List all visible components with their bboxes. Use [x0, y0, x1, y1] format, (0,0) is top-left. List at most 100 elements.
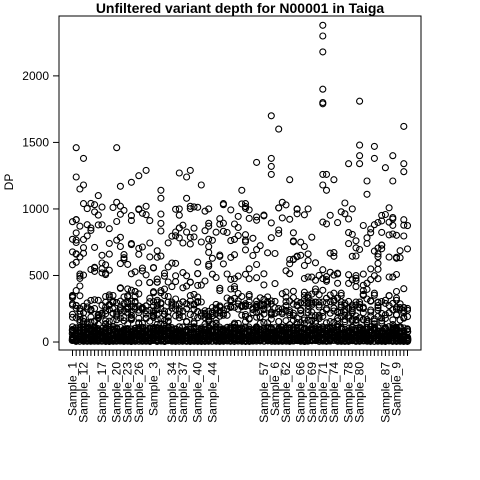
data-point	[370, 291, 378, 299]
data-point	[208, 312, 216, 320]
data-point	[153, 275, 161, 283]
data-point	[389, 221, 397, 229]
data-point	[300, 291, 308, 300]
data-point	[304, 327, 312, 335]
x-tick-label: Sample_71	[316, 362, 330, 423]
data-point	[348, 305, 356, 313]
data-point	[79, 235, 88, 244]
data-point	[389, 177, 397, 185]
data-point	[374, 253, 382, 261]
data-point	[186, 233, 194, 241]
data-point	[260, 310, 268, 318]
data-point	[135, 205, 143, 213]
data-point	[381, 164, 389, 172]
data-point	[183, 318, 191, 326]
data-point	[197, 238, 205, 246]
data-point	[345, 240, 353, 248]
data-point	[172, 305, 180, 313]
x-tick-label: Sample_12	[77, 362, 91, 423]
data-point	[157, 315, 165, 323]
data-point	[135, 279, 143, 287]
data-point	[183, 282, 191, 290]
data-point	[282, 317, 290, 325]
data-point	[205, 205, 213, 213]
data-point	[267, 311, 275, 319]
data-point	[164, 308, 172, 316]
data-point	[370, 315, 378, 323]
data-point	[116, 233, 124, 241]
data-point	[94, 221, 102, 229]
data-point	[370, 221, 378, 229]
data-point	[68, 310, 77, 318]
data-point	[120, 336, 128, 344]
data-point	[381, 311, 389, 319]
data-point	[297, 238, 305, 246]
data-point	[164, 317, 172, 325]
data-point	[94, 192, 102, 200]
data-point	[282, 288, 290, 296]
data-point	[352, 318, 360, 327]
data-point	[149, 309, 158, 317]
data-point	[330, 252, 338, 260]
data-point	[216, 251, 224, 259]
data-point	[190, 203, 198, 211]
x-tick-label: Sample_26	[132, 362, 146, 423]
data-point	[146, 278, 154, 287]
data-point	[94, 296, 102, 304]
data-point	[275, 204, 283, 212]
data-point	[337, 291, 345, 300]
data-point	[146, 298, 154, 306]
data-point	[241, 200, 250, 208]
data-point	[234, 297, 242, 305]
data-point	[345, 271, 353, 279]
data-point	[227, 303, 235, 311]
data-point	[91, 267, 99, 275]
data-point	[113, 312, 121, 320]
data-point	[293, 314, 301, 322]
data-point	[289, 316, 297, 324]
data-point	[157, 252, 165, 260]
data-point	[315, 291, 323, 299]
data-point	[219, 309, 227, 318]
data-point	[319, 312, 327, 320]
y-tick-label: 0	[42, 335, 49, 349]
data-point	[219, 200, 227, 208]
data-point	[374, 275, 382, 283]
chart-title: Unfiltered variant depth for N00001 in T…	[96, 0, 385, 16]
x-tick-label: Sample_80	[353, 362, 367, 423]
data-point	[400, 160, 408, 168]
data-point	[186, 240, 194, 248]
x-tick-label: Sample_69	[305, 362, 319, 423]
data-point	[300, 211, 308, 219]
data-point	[352, 252, 360, 260]
data-point	[322, 186, 331, 194]
data-point	[403, 222, 412, 230]
data-point	[352, 298, 360, 306]
data-point	[359, 290, 367, 298]
data-point	[245, 265, 253, 273]
data-point	[403, 313, 412, 321]
data-point	[385, 337, 393, 345]
data-point	[304, 250, 312, 258]
data-point	[168, 232, 176, 240]
data-point	[363, 177, 371, 185]
data-point	[286, 255, 294, 264]
data-point	[245, 298, 253, 306]
data-point	[153, 315, 161, 323]
data-point	[363, 285, 371, 293]
data-point	[337, 301, 345, 309]
data-point	[253, 260, 261, 269]
data-point	[223, 311, 231, 319]
data-point	[83, 232, 91, 240]
data-point	[253, 246, 261, 254]
data-point	[72, 144, 80, 152]
data-point	[264, 319, 272, 327]
data-point	[345, 229, 353, 237]
data-point	[142, 166, 150, 174]
data-point	[76, 270, 84, 278]
data-point	[253, 274, 261, 282]
data-point	[113, 144, 121, 152]
data-point	[201, 227, 209, 235]
data-point	[256, 294, 264, 302]
